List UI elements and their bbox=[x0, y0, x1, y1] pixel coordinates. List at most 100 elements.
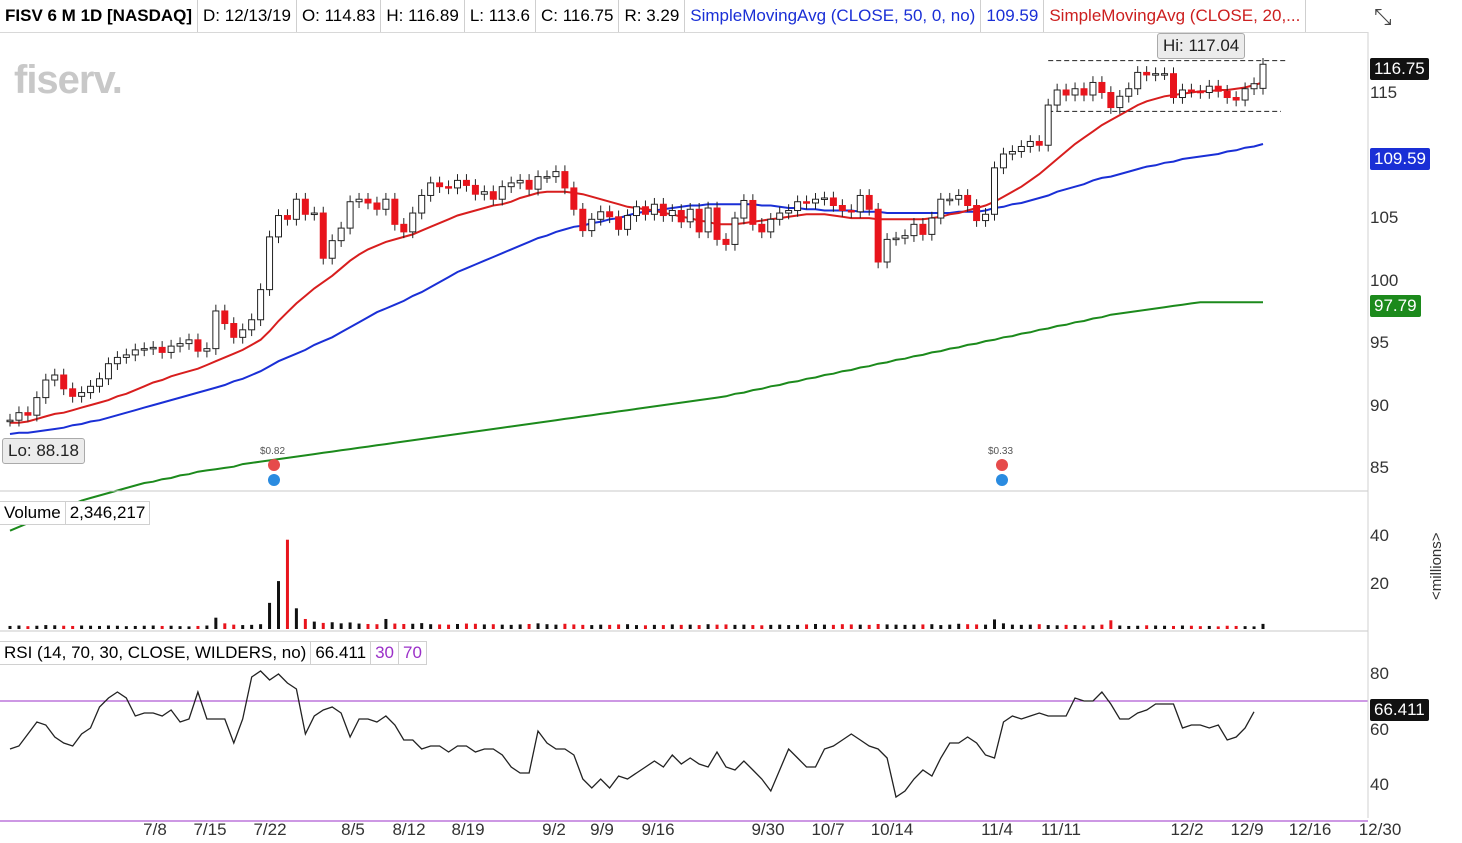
candle bbox=[928, 211, 936, 241]
candle bbox=[445, 180, 453, 195]
rsi-value-tag: 66.411 bbox=[1370, 699, 1429, 721]
candle bbox=[1062, 83, 1070, 102]
x-tick-label: 7/8 bbox=[143, 820, 167, 839]
candle bbox=[113, 351, 121, 370]
candle-body-up bbox=[731, 217, 739, 245]
candle bbox=[937, 192, 945, 225]
volume-bar bbox=[214, 617, 218, 629]
candle bbox=[668, 204, 676, 222]
volume-bar bbox=[939, 625, 943, 629]
volume-bar bbox=[1136, 625, 1140, 629]
sma50-study-label[interactable]: SimpleMovingAvg (CLOSE, 50, 0, no) bbox=[685, 0, 982, 32]
candle-body-down bbox=[847, 210, 855, 213]
candle bbox=[1125, 82, 1133, 103]
volume-bar bbox=[688, 624, 692, 629]
candle bbox=[364, 192, 372, 210]
candle bbox=[579, 202, 587, 237]
candle bbox=[239, 323, 247, 344]
x-tick-label: 12/16 bbox=[1288, 820, 1332, 839]
candle-body-up bbox=[33, 397, 41, 416]
candle bbox=[319, 206, 327, 265]
candle-body-down bbox=[919, 223, 927, 235]
candle-body-down bbox=[561, 171, 569, 189]
volume-bar bbox=[993, 619, 996, 629]
volume-tick-40: 40 bbox=[1370, 526, 1389, 545]
volume-title[interactable]: Volume bbox=[0, 501, 66, 525]
candle-body-up bbox=[337, 227, 345, 242]
volume-bar bbox=[930, 624, 934, 629]
candle-body-up bbox=[6, 419, 14, 423]
volume-bar bbox=[822, 624, 826, 629]
volume-bar bbox=[1207, 625, 1211, 629]
candle bbox=[794, 195, 802, 217]
rsi-low-band: 30 bbox=[371, 641, 399, 665]
candle-body-up bbox=[203, 348, 211, 352]
candle bbox=[525, 174, 533, 196]
rsi-title[interactable]: RSI (14, 70, 30, CLOSE, WILDERS, no) bbox=[0, 641, 312, 665]
price-tick-115: 115 bbox=[1370, 83, 1398, 102]
candle-body-down bbox=[1214, 85, 1222, 92]
candle bbox=[1080, 82, 1088, 102]
candle-body-up bbox=[122, 354, 130, 358]
candle bbox=[659, 197, 667, 222]
candle-body-down bbox=[364, 198, 372, 204]
candle-body-up bbox=[239, 329, 247, 338]
volume-bar bbox=[402, 623, 406, 629]
company-logo: fiserv. bbox=[14, 58, 123, 102]
rsi-tick-80: 80 bbox=[1370, 664, 1389, 683]
candle bbox=[15, 406, 23, 427]
x-tick-label: 12/30 bbox=[1358, 820, 1402, 839]
candle bbox=[910, 218, 918, 242]
candle-body-up bbox=[275, 215, 282, 238]
collapse-arrows-icon[interactable]: ⤡ bbox=[1374, 4, 1392, 29]
candle-body-up bbox=[633, 206, 640, 217]
volume-bar bbox=[26, 626, 30, 629]
candle bbox=[275, 209, 282, 244]
candle-body-down bbox=[283, 215, 291, 220]
volume-bar bbox=[957, 623, 961, 629]
volume-bar bbox=[160, 625, 164, 629]
candle-body-up bbox=[812, 198, 819, 204]
candle-body-up bbox=[78, 392, 86, 397]
volume-panel bbox=[8, 539, 1265, 629]
candle-body-up bbox=[212, 310, 220, 350]
candle-body-down bbox=[1223, 90, 1231, 99]
candle bbox=[301, 192, 309, 221]
candle bbox=[1161, 67, 1169, 80]
candle bbox=[1241, 82, 1249, 107]
symbol-label[interactable]: FISV 6 M 1D [NASDAQ] bbox=[0, 0, 199, 32]
candle bbox=[838, 199, 846, 217]
candle bbox=[346, 195, 354, 235]
sma20-line bbox=[10, 81, 1264, 424]
candle bbox=[973, 199, 981, 227]
candle-body-up bbox=[418, 194, 426, 214]
candle bbox=[722, 233, 730, 251]
candle-body-down bbox=[489, 191, 497, 200]
rsi-tick-40: 40 bbox=[1370, 775, 1389, 794]
candle-body-up bbox=[1008, 151, 1016, 155]
candle-body-down bbox=[230, 323, 238, 338]
candle-body-up bbox=[686, 208, 694, 223]
candle bbox=[803, 195, 811, 210]
candle-body-up bbox=[955, 194, 963, 200]
volume-bar bbox=[1001, 623, 1005, 629]
dividend-marker bbox=[996, 459, 1008, 471]
volume-bar bbox=[643, 625, 647, 629]
volume-bar bbox=[375, 624, 379, 629]
candle-body-down bbox=[24, 412, 32, 416]
candle-body-down bbox=[677, 210, 685, 223]
candle-body-up bbox=[1125, 88, 1133, 97]
candle bbox=[713, 201, 721, 246]
volume-bar bbox=[545, 624, 549, 629]
candle bbox=[1098, 76, 1106, 99]
sma20-study-label[interactable]: SimpleMovingAvg (CLOSE, 20,... bbox=[1044, 0, 1307, 32]
candle-body-up bbox=[42, 379, 50, 399]
volume-bar bbox=[599, 624, 603, 629]
candle-body-up bbox=[167, 345, 175, 353]
candle-body-down bbox=[829, 197, 837, 206]
rsi-panel-label: RSI (14, 70, 30, CLOSE, WILDERS, no) 66.… bbox=[0, 641, 427, 665]
volume-bar bbox=[142, 625, 146, 629]
range-label: R: 3.29 bbox=[619, 0, 686, 32]
x-tick-label: 10/7 bbox=[811, 820, 845, 839]
volume-bar bbox=[840, 624, 844, 629]
